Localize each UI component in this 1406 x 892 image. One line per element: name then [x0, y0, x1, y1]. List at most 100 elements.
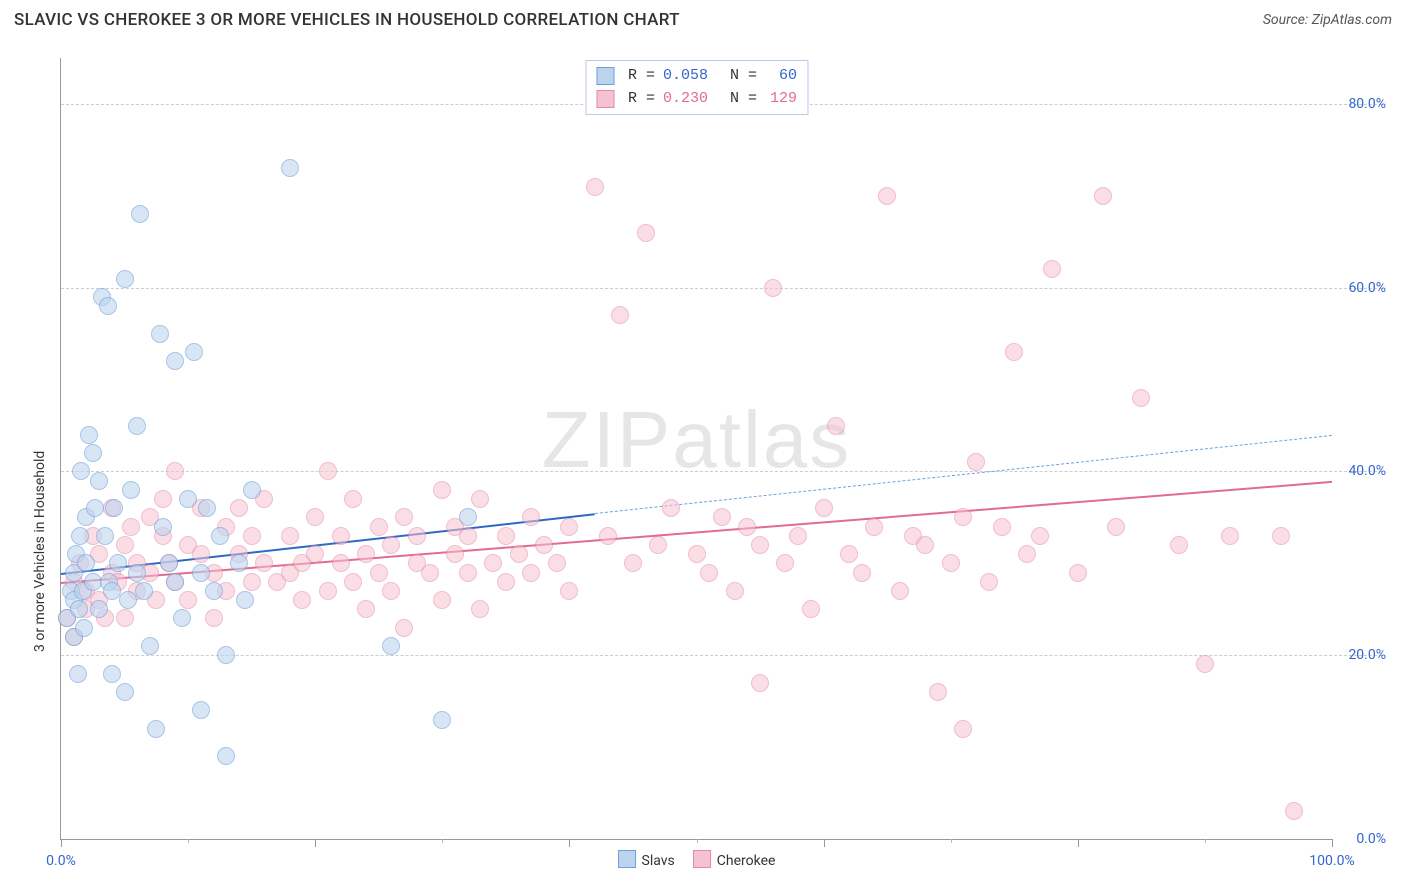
data-point	[217, 646, 235, 664]
data-point	[243, 481, 261, 499]
data-point	[185, 343, 203, 361]
watermark-bold: ZIP	[542, 394, 672, 483]
data-point	[395, 508, 413, 526]
legend-label-slavs: Slavs	[642, 853, 675, 869]
data-point	[776, 554, 794, 572]
data-point	[166, 462, 184, 480]
data-point	[217, 747, 235, 765]
data-point	[840, 545, 858, 563]
data-point	[293, 591, 311, 609]
data-point	[179, 490, 197, 508]
data-point	[192, 545, 210, 563]
data-point	[954, 508, 972, 526]
data-point	[878, 187, 896, 205]
data-point	[122, 518, 140, 536]
data-point	[192, 564, 210, 582]
chart-container: 3 or more Vehicles in Household ZIPatlas…	[14, 42, 1392, 878]
data-point	[459, 527, 477, 545]
data-point	[382, 536, 400, 554]
x-tick-label: 100.0%	[1309, 853, 1354, 869]
data-point	[116, 270, 134, 288]
data-point	[319, 462, 337, 480]
x-tick	[61, 839, 62, 847]
data-point	[891, 582, 909, 600]
data-point	[459, 564, 477, 582]
x-tick-minor	[442, 839, 443, 843]
y-tick-label: 20.0%	[1348, 647, 1386, 663]
data-point	[135, 582, 153, 600]
data-point	[980, 573, 998, 591]
data-point	[433, 481, 451, 499]
x-tick	[569, 839, 570, 847]
data-point	[1031, 527, 1049, 545]
watermark: ZIPatlas	[542, 393, 851, 485]
data-point	[942, 554, 960, 572]
x-tick-minor	[188, 839, 189, 843]
data-point	[71, 527, 89, 545]
data-point	[1043, 260, 1061, 278]
source-prefix: Source:	[1263, 12, 1312, 28]
x-tick	[1332, 839, 1333, 847]
data-point	[141, 637, 159, 655]
data-point	[116, 683, 134, 701]
x-tick-minor	[951, 839, 952, 843]
r-value-cherokee: 0.230	[663, 88, 708, 111]
data-point	[611, 306, 629, 324]
data-point	[471, 490, 489, 508]
data-point	[535, 536, 553, 554]
data-point	[109, 554, 127, 572]
data-point	[84, 444, 102, 462]
data-point	[421, 564, 439, 582]
r-label: R =	[628, 88, 655, 111]
data-point	[236, 591, 254, 609]
source-attribution: Source: ZipAtlas.com	[1263, 12, 1392, 28]
data-point	[198, 499, 216, 517]
watermark-rest: atlas	[672, 394, 851, 483]
swatch-slavs	[596, 67, 614, 85]
data-point	[865, 518, 883, 536]
n-label: N =	[730, 88, 757, 111]
data-point	[815, 499, 833, 517]
data-point	[802, 600, 820, 618]
data-point	[75, 619, 93, 637]
data-point	[281, 527, 299, 545]
data-point	[103, 582, 121, 600]
legend-row-slavs: R = 0.058 N = 60	[596, 65, 797, 88]
data-point	[319, 582, 337, 600]
data-point	[306, 508, 324, 526]
data-point	[72, 462, 90, 480]
data-point	[471, 600, 489, 618]
data-point	[370, 564, 388, 582]
data-point	[205, 609, 223, 627]
data-point	[853, 564, 871, 582]
data-point	[90, 472, 108, 490]
data-point	[116, 609, 134, 627]
data-point	[357, 545, 375, 563]
data-point	[179, 591, 197, 609]
data-point	[86, 499, 104, 517]
data-point	[69, 665, 87, 683]
data-point	[96, 527, 114, 545]
data-point	[497, 573, 515, 591]
data-point	[370, 518, 388, 536]
data-point	[173, 609, 191, 627]
data-point	[510, 545, 528, 563]
data-point	[1221, 527, 1239, 545]
data-point	[993, 518, 1011, 536]
data-point	[230, 499, 248, 517]
swatch-cherokee	[596, 90, 614, 108]
data-point	[929, 683, 947, 701]
swatch-slavs-icon	[618, 850, 636, 868]
data-point	[154, 518, 172, 536]
data-point	[211, 527, 229, 545]
data-point	[154, 490, 172, 508]
data-point	[1285, 802, 1303, 820]
data-point	[726, 582, 744, 600]
x-tick	[315, 839, 316, 847]
swatch-cherokee-icon	[693, 850, 711, 868]
data-point	[954, 720, 972, 738]
y-tick-label: 0.0%	[1356, 831, 1386, 847]
data-point	[751, 536, 769, 554]
data-point	[80, 426, 98, 444]
data-point	[116, 536, 134, 554]
